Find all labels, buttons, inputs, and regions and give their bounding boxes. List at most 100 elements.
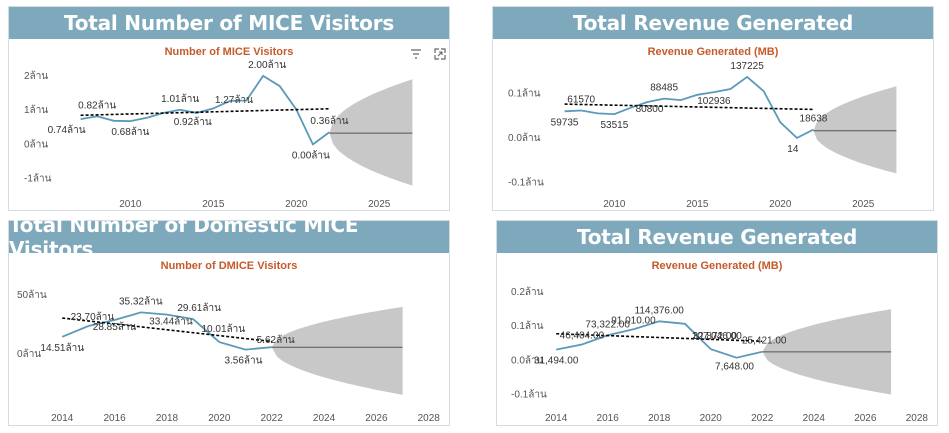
data-label: 59735	[551, 117, 579, 128]
x-tick-label: 2014	[545, 413, 568, 424]
y-tick-label: 0.2ล้าน	[511, 286, 544, 298]
panel-title: Total Number of MICE Visitors	[9, 7, 449, 39]
y-tick-label: 50ล้าน	[17, 289, 47, 301]
dmice-visitors-chart: Number of DMICE Visitors 50ล้าน 0ล้าน 2014 2…	[17, 260, 441, 424]
data-label: 5.62ล้าน	[257, 334, 295, 346]
x-tick-label: 2015	[686, 199, 709, 210]
x-tick-label: 2016	[103, 413, 126, 424]
data-label: 107,046.00	[692, 331, 742, 342]
data-label: 3.56ล้าน	[224, 355, 262, 367]
x-tick-label: 2018	[156, 413, 179, 424]
data-label: 32,872.00	[692, 331, 737, 342]
series-line	[80, 74, 331, 146]
chart-subtitle: Number of MICE Visitors	[165, 46, 294, 58]
trend-line	[564, 103, 814, 111]
data-label: 23.70ล้าน	[71, 311, 115, 323]
revenue-chart-1: Revenue Generated (MB) 0.1ล้าน 0.0ล้าน -0.1…	[508, 46, 897, 210]
series-line	[564, 75, 814, 139]
data-label: 33.44ล้าน	[149, 316, 193, 328]
filter-icon[interactable]	[409, 47, 423, 61]
data-label: 0.82ล้าน	[78, 99, 116, 111]
x-tick-label: 2020	[285, 199, 308, 210]
series-line	[556, 320, 763, 359]
y-tick-label: 0.1ล้าน	[508, 87, 541, 99]
data-label: 61570	[567, 95, 595, 106]
trend-line	[80, 107, 330, 117]
x-tick-label: 2016	[597, 413, 620, 424]
data-label: 91,010.00	[611, 315, 656, 326]
data-label: 28.85ล้าน	[93, 321, 137, 333]
focus-mode-icon[interactable]	[433, 47, 447, 61]
x-tick-label: 2018	[648, 413, 671, 424]
data-label: 10.01ล้าน	[202, 323, 246, 335]
y-tick-label: -1ล้าน	[24, 173, 52, 185]
x-tick-label: 2020	[700, 413, 723, 424]
x-tick-label: 2026	[365, 413, 388, 424]
x-tick-label: 2028	[418, 413, 441, 424]
chart-subtitle: Number of DMICE Visitors	[161, 260, 298, 272]
data-label: 25,421.00	[742, 336, 787, 347]
trend-line	[556, 332, 763, 343]
x-tick-label: 2010	[119, 199, 142, 210]
revenue-panel-1: Total Revenue Generated Revenue Generate…	[492, 6, 934, 211]
x-tick-label: 2025	[368, 199, 391, 210]
x-tick-label: 2015	[202, 199, 225, 210]
data-label: 14.51ล้าน	[40, 342, 84, 354]
data-label: 88485	[650, 83, 678, 94]
dmice-visitors-panel: Total Number of Domestic MICE Visitors N…	[8, 213, 450, 426]
data-label: 53515	[600, 120, 628, 131]
x-tick-label: 2025	[852, 199, 875, 210]
y-tick-label: 0.0ล้าน	[511, 354, 544, 366]
x-tick-label: 2020	[769, 199, 792, 210]
x-tick-label: 2014	[51, 413, 74, 424]
y-tick-label: 0.0ล้าน	[508, 132, 541, 144]
data-label: 14	[787, 144, 799, 155]
y-tick-label: -0.1ล้าน	[508, 176, 544, 188]
y-tick-label: 1ล้าน	[24, 104, 48, 116]
x-tick-label: 2010	[603, 199, 626, 210]
data-label: 80800	[636, 104, 664, 115]
x-tick-label: 2022	[261, 413, 284, 424]
data-label: 114,376.00	[635, 305, 685, 316]
data-label: 18638	[800, 114, 828, 125]
data-label: 73,322.00	[585, 319, 630, 330]
panel-title: Total Number of Domestic MICE Visitors	[9, 213, 449, 261]
data-label: 31,494.00	[534, 356, 579, 367]
revenue-panel-2: Total Revenue Generated Revenue Generate…	[496, 220, 938, 426]
y-tick-label: -0.1ล้าน	[511, 388, 547, 400]
y-tick-label: 0ล้าน	[17, 348, 41, 360]
chart-subtitle: Revenue Generated (MB)	[652, 260, 783, 272]
data-label: 35.32ล้าน	[119, 295, 163, 307]
data-label: 0.92ล้าน	[174, 116, 212, 128]
mice-visitors-panel: Total Number of MICE Visitors Number of …	[8, 6, 450, 211]
panel-title: Total Revenue Generated	[493, 7, 933, 39]
data-label: 137225	[730, 61, 764, 72]
series-line	[61, 311, 272, 351]
data-label: 1.01ล้าน	[161, 93, 199, 105]
x-tick-label: 2020	[208, 413, 231, 424]
data-label: 0.00ล้าน	[292, 149, 330, 161]
panel-title: Total Revenue Generated	[497, 221, 937, 253]
x-tick-label: 2024	[313, 413, 336, 424]
x-tick-label: 2026	[854, 413, 877, 424]
mice-visitors-chart: Number of MICE Visitors 2ล้าน 1ล้าน 0ล้าน -1…	[24, 46, 413, 210]
data-label: 7,648.00	[715, 362, 754, 373]
y-tick-label: 2ล้าน	[24, 70, 48, 82]
chart-subtitle: Revenue Generated (MB)	[648, 46, 779, 58]
data-label: 46,404.00	[560, 331, 605, 342]
data-label: 102936	[697, 96, 731, 107]
forecast-band	[271, 306, 403, 395]
data-label: 0.68ล้าน	[111, 126, 149, 138]
forecast-band	[813, 86, 897, 174]
data-label: 0.36ล้าน	[310, 115, 348, 127]
data-label: 2.00ล้าน	[248, 59, 286, 71]
y-tick-label: 0.1ล้าน	[511, 320, 544, 332]
trend-line	[62, 317, 272, 343]
data-label: 29.61ล้าน	[177, 302, 221, 314]
chart-area: Number of DMICE Visitors 50ล้าน 0ล้าน 2014 2…	[9, 253, 449, 425]
x-tick-label: 2028	[906, 413, 929, 424]
data-label: 0.74ล้าน	[48, 124, 86, 136]
data-label: 1.27ล้าน	[215, 94, 253, 106]
x-tick-label: 2024	[803, 413, 826, 424]
forecast-band	[329, 79, 413, 186]
